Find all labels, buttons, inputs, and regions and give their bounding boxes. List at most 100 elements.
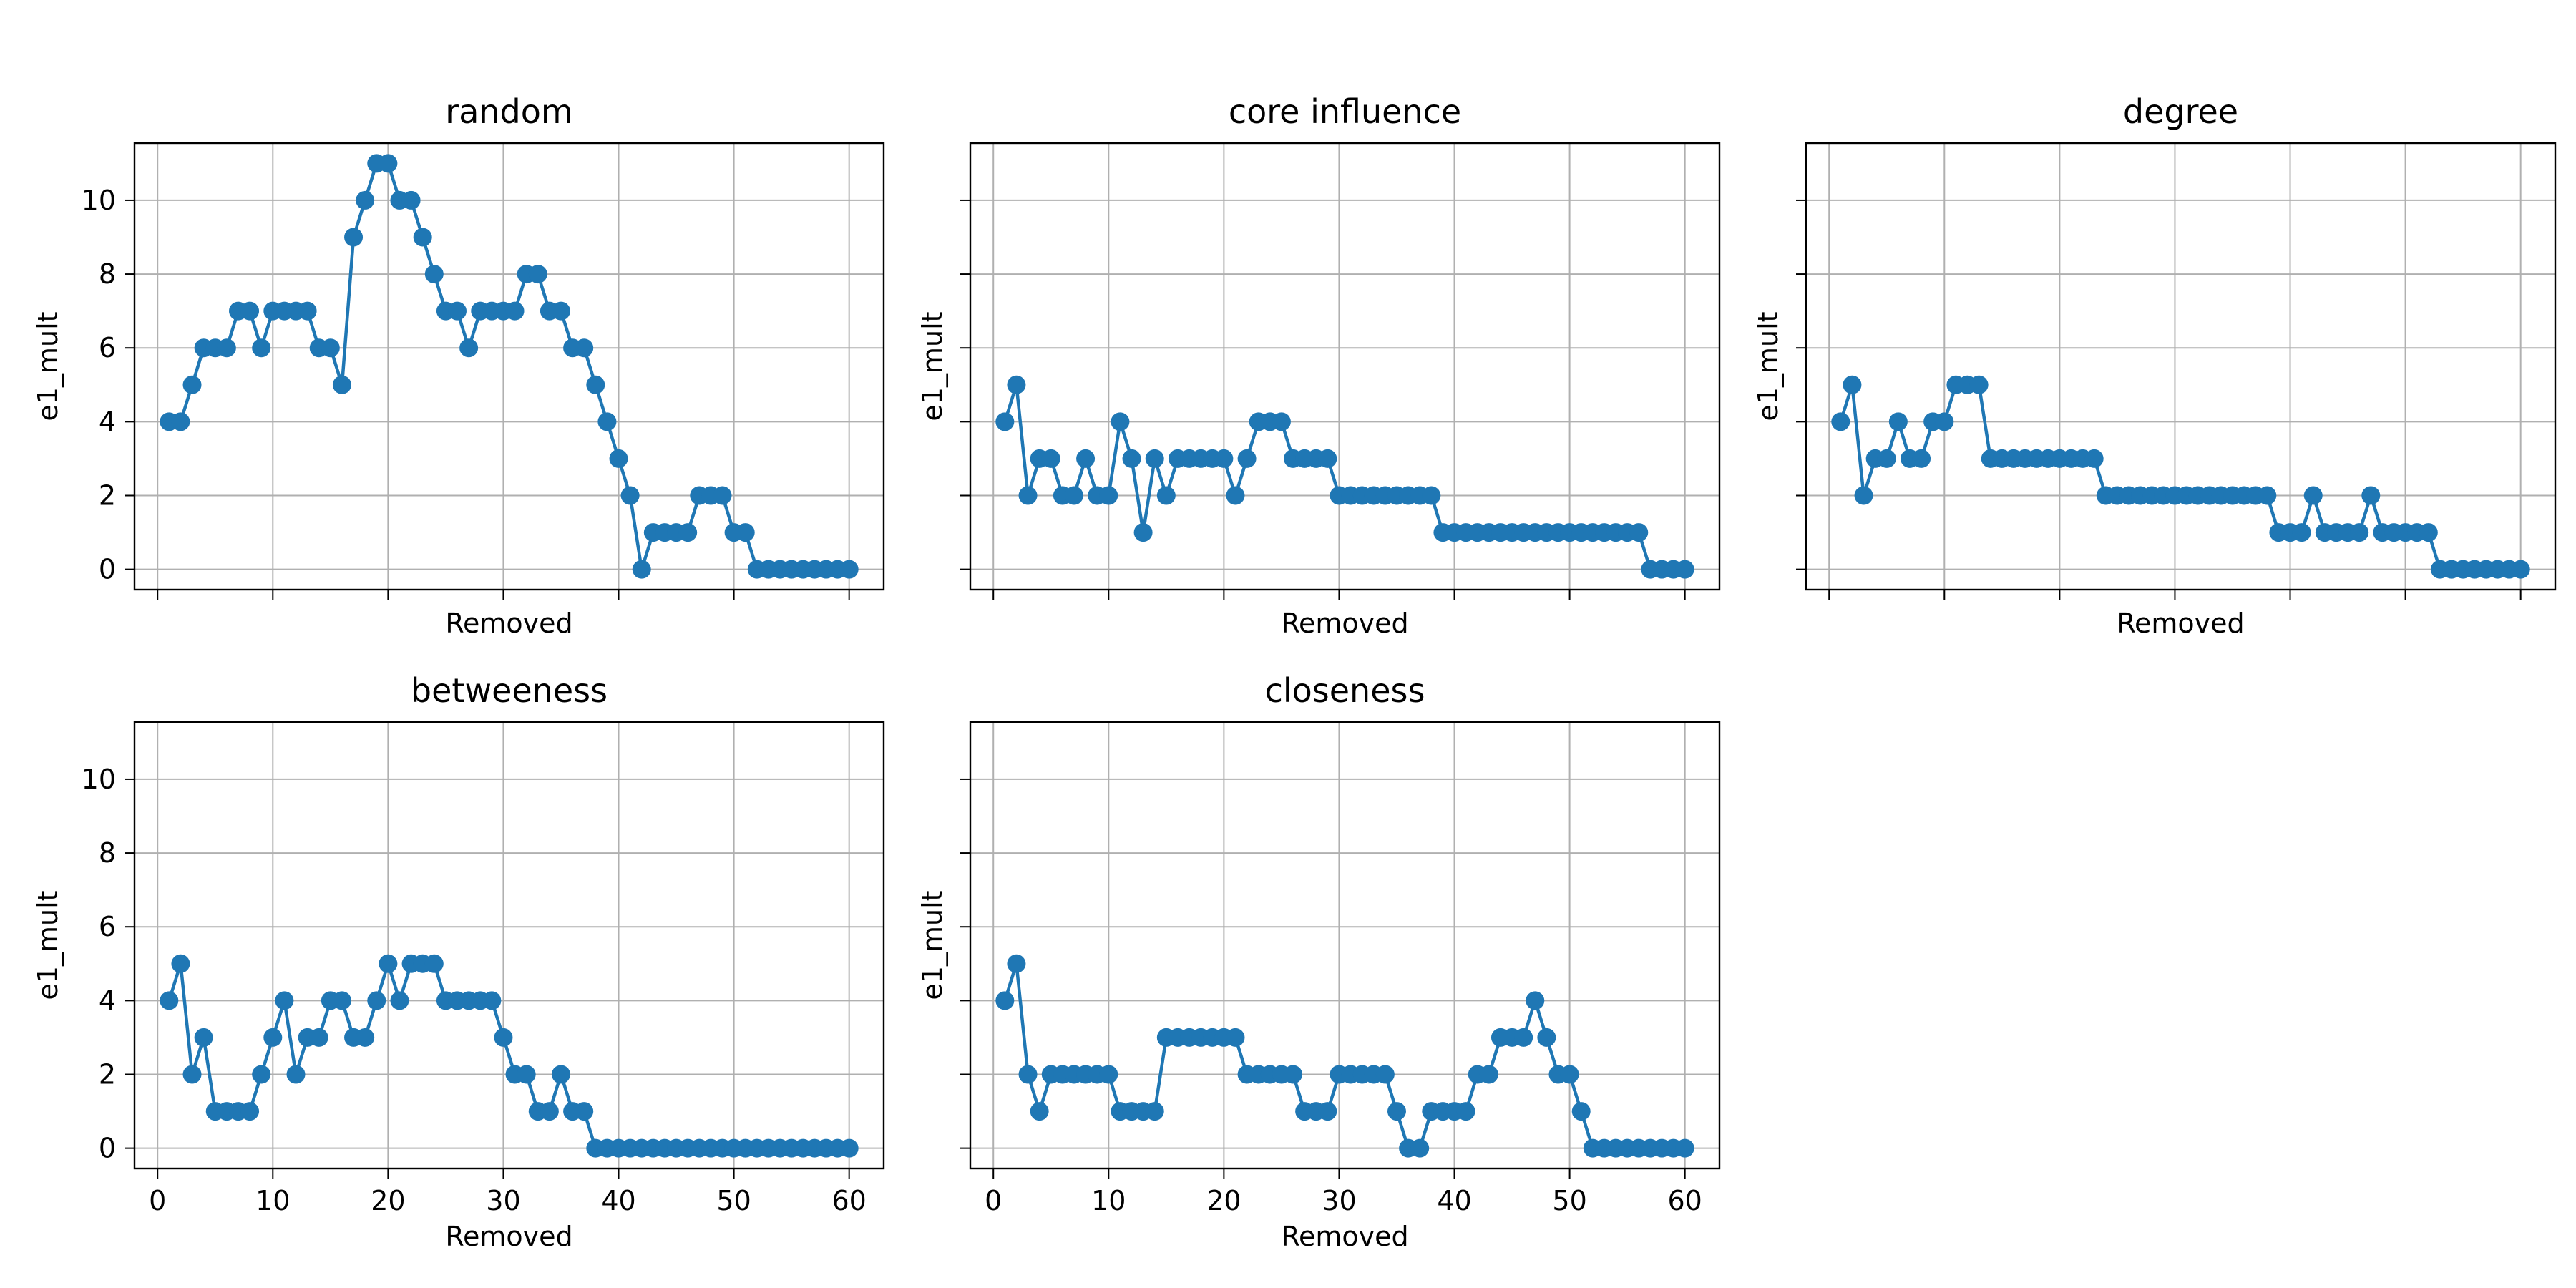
axes-frame [133, 142, 885, 591]
data-point [609, 449, 628, 468]
data-point [413, 228, 432, 247]
data-point [551, 1065, 570, 1084]
data-point [344, 228, 364, 247]
data-point [2258, 486, 2277, 505]
data-point [1935, 412, 1954, 431]
data-point [1843, 375, 1862, 394]
data-point [2292, 523, 2311, 542]
data-point [1888, 412, 1908, 431]
data-point [540, 1102, 559, 1121]
data-point [367, 991, 386, 1010]
data-point [1007, 375, 1026, 394]
data-point [575, 1102, 594, 1121]
data-point [1877, 449, 1896, 468]
data-point [1284, 1065, 1303, 1084]
data-point [182, 1065, 202, 1084]
subplot-title: degree [2123, 92, 2238, 131]
x-axis-label: Removed [445, 608, 572, 639]
data-point [1272, 412, 1291, 431]
data-point [182, 375, 202, 394]
data-point [551, 301, 570, 321]
data-point [356, 1028, 375, 1047]
data-point [459, 338, 479, 358]
subplot-closeness: 0 10 20 30 40 50 60 closeness Removed e1_mult [917, 671, 1721, 1252]
data-point [620, 486, 640, 505]
data-point [1122, 449, 1141, 468]
data-point [1318, 1102, 1337, 1121]
data-point [517, 1065, 536, 1084]
x-axis-label: Removed [2117, 608, 2244, 639]
data-point [1226, 486, 1245, 505]
data-point [332, 991, 351, 1010]
data-point [309, 1028, 328, 1047]
data-point [1422, 486, 1441, 505]
x-axis-label: Removed [1281, 1221, 1408, 1252]
data-point [597, 412, 617, 431]
data-point [1387, 1102, 1406, 1121]
data-point [1064, 486, 1083, 505]
y-tick-label: 4 [99, 985, 116, 1016]
x-axis-label: Removed [1281, 608, 1408, 639]
data-point [1456, 1102, 1475, 1121]
y-axis-label: e1_mult [917, 311, 948, 421]
data-point [1145, 449, 1164, 468]
y-axis-label: e1_mult [917, 890, 948, 1000]
y-tick-label: 6 [99, 911, 116, 942]
data-point [1854, 486, 1873, 505]
axes-frame [1805, 142, 2557, 591]
data-point [2084, 449, 2104, 468]
data-point [217, 338, 236, 358]
axes-frame [133, 721, 885, 1170]
data-point [1156, 486, 1176, 505]
x-tick-label: 0 [149, 1185, 166, 1216]
data-point [194, 1028, 213, 1047]
x-tick-label: 40 [1437, 1185, 1471, 1216]
data-point [321, 338, 340, 358]
data-point [332, 375, 351, 394]
data-point [448, 301, 467, 321]
data-point [528, 265, 547, 284]
x-tick-label: 40 [601, 1185, 635, 1216]
y-tick-label: 2 [99, 479, 116, 511]
data-point [1969, 375, 1989, 394]
x-tick-label: 10 [1091, 1185, 1126, 1216]
data-point [1571, 1102, 1591, 1121]
data-point [2361, 486, 2381, 505]
data-point [1479, 1065, 1498, 1084]
data-point [240, 1102, 260, 1121]
subplot-title: core influence [1229, 92, 1461, 131]
x-tick-label: 20 [1206, 1185, 1241, 1216]
data-point [575, 338, 594, 358]
x-tick-label: 30 [1322, 1185, 1356, 1216]
data-point [995, 412, 1015, 431]
data-point [632, 560, 651, 579]
axes-frame [969, 721, 1721, 1170]
data-point [494, 1028, 513, 1047]
data-point [240, 301, 260, 321]
data-point [2419, 523, 2438, 542]
data-point [424, 954, 444, 973]
data-point [1133, 523, 1153, 542]
subplot-title: random [445, 92, 572, 131]
data-point [298, 301, 317, 321]
data-point [252, 1065, 271, 1084]
data-point [390, 991, 409, 1010]
x-tick-label: 0 [985, 1185, 1002, 1216]
data-point [2303, 486, 2323, 505]
data-point [379, 154, 398, 173]
data-point [1007, 954, 1026, 973]
y-tick-label: 0 [99, 554, 116, 585]
data-point [1514, 1028, 1533, 1047]
subplot-title: closeness [1265, 671, 1425, 710]
data-point [1675, 1138, 1694, 1158]
data-point [275, 991, 294, 1010]
data-point [1145, 1102, 1164, 1121]
data-point [379, 954, 398, 973]
data-point [356, 190, 375, 210]
data-point [1099, 486, 1118, 505]
data-point [839, 1138, 859, 1158]
data-point [252, 338, 271, 358]
y-tick-label: 6 [99, 332, 116, 364]
